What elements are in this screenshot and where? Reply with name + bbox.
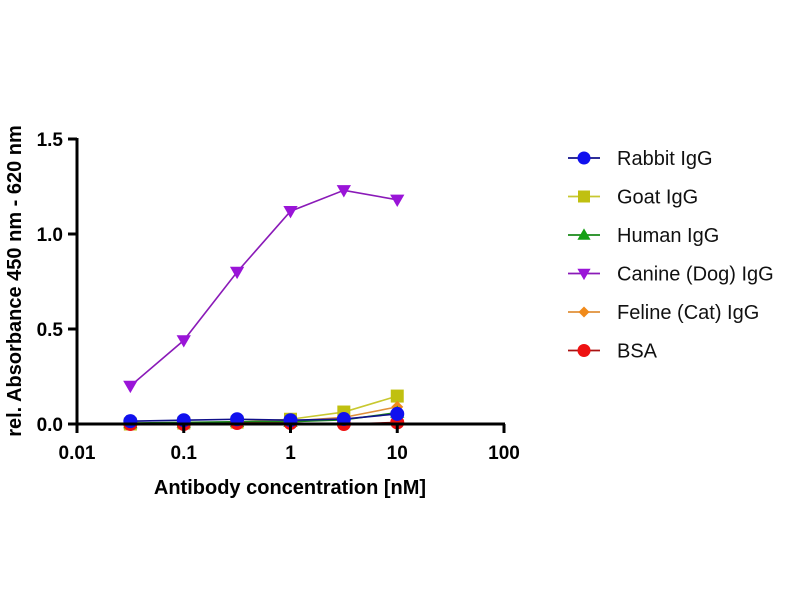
y-tick-label: 1.5 — [37, 130, 64, 151]
data-point — [283, 206, 298, 219]
x-ticks: 0.01 0.1 1 10 100 — [59, 424, 520, 464]
legend-label: Goat IgG — [617, 187, 698, 209]
legend-label: Canine (Dog) IgG — [617, 264, 774, 286]
x-tick-label: 0.1 — [171, 443, 198, 464]
series-line — [130, 413, 398, 422]
legend-label: Human IgG — [617, 225, 719, 247]
data-point — [390, 194, 405, 207]
legend-item: Feline (Cat) IgG — [568, 302, 759, 324]
series-canine-dog-igg — [123, 185, 405, 394]
y-ticks: 0.0 0.5 1.0 1.5 — [37, 130, 77, 436]
legend-marker-triangle-up-icon — [577, 228, 591, 240]
data-point — [123, 414, 138, 429]
data-point — [176, 335, 191, 348]
x-tick-label: 0.01 — [59, 443, 96, 464]
legend-marker-square-icon — [578, 190, 590, 203]
data-point — [390, 406, 405, 421]
data-point — [390, 389, 404, 403]
x-tick-label: 10 — [387, 443, 408, 464]
data-point — [123, 380, 138, 394]
x-axis-title: Antibody concentration [nM] — [154, 477, 426, 499]
y-tick-label: 0.5 — [37, 320, 64, 341]
legend-marker-diamond-icon — [578, 306, 590, 318]
x-tick-label: 100 — [488, 443, 520, 464]
y-axis-title: rel. Absorbance 450 nm - 620 nm — [4, 125, 26, 437]
legend-marker-circle-icon — [577, 344, 591, 357]
x-tick-label: 1 — [285, 443, 296, 464]
legend-label: BSA — [617, 341, 658, 363]
data-point — [229, 266, 245, 280]
legend: Rabbit IgG Goat IgG Human IgG Canine (Dog) … — [568, 148, 774, 363]
y-tick-label: 0.0 — [37, 415, 63, 436]
plot-series — [123, 185, 405, 431]
data-point — [336, 185, 351, 198]
y-tick-label: 1.0 — [37, 225, 63, 246]
legend-marker-triangle-down-icon — [577, 268, 591, 281]
legend-label: Feline (Cat) IgG — [617, 302, 759, 324]
legend-label: Rabbit IgG — [617, 148, 713, 170]
legend-item: Canine (Dog) IgG — [568, 264, 774, 286]
series-line — [129, 189, 398, 387]
axes: 0.0 0.5 1.0 1.5 0.01 0.1 1 10 100 — [37, 130, 520, 464]
legend-marker-circle-icon — [577, 151, 591, 165]
legend-item: Goat IgG — [568, 187, 698, 209]
legend-item: Rabbit IgG — [568, 148, 713, 170]
legend-item: BSA — [568, 341, 658, 363]
legend-item: Human IgG — [568, 225, 719, 247]
